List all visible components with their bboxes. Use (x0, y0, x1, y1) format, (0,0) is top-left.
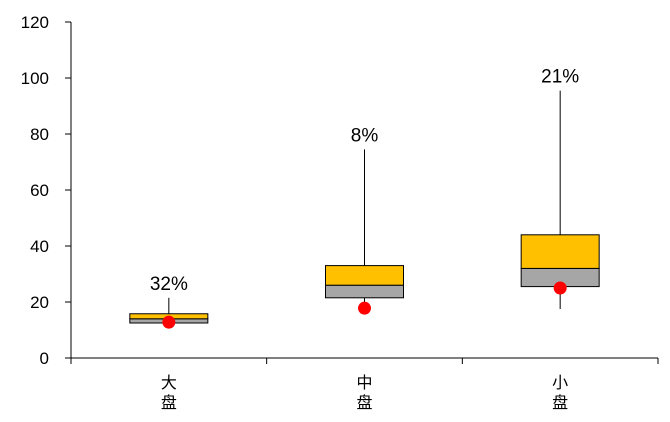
y-axis: 0 20 40 60 80 100 120 (21, 13, 72, 368)
percent-label: 8% (351, 125, 379, 146)
y-tick-label: 100 (21, 69, 49, 88)
x-category-label: 中盘 (356, 373, 372, 412)
percent-label: 21% (541, 67, 579, 88)
upper-box (325, 265, 404, 286)
data-point (358, 301, 371, 315)
y-tick-label: 120 (21, 13, 49, 32)
data-point (553, 281, 567, 295)
percent-label: 32% (150, 274, 188, 295)
lower-box (325, 284, 404, 299)
y-tick-label: 80 (30, 125, 49, 144)
box-series: 32% 8% 21% (129, 67, 600, 329)
y-tick-label: 60 (30, 181, 49, 200)
data-point (162, 315, 176, 329)
x-axis: 大盘 中盘 小盘 (70, 357, 659, 412)
y-tick-label: 0 (40, 349, 49, 368)
y-tick-label: 20 (30, 293, 49, 312)
y-tick-label: 40 (30, 237, 49, 256)
x-category-label: 大盘 (161, 373, 177, 412)
x-category-label: 小盘 (552, 373, 568, 412)
upper-box (520, 234, 600, 269)
